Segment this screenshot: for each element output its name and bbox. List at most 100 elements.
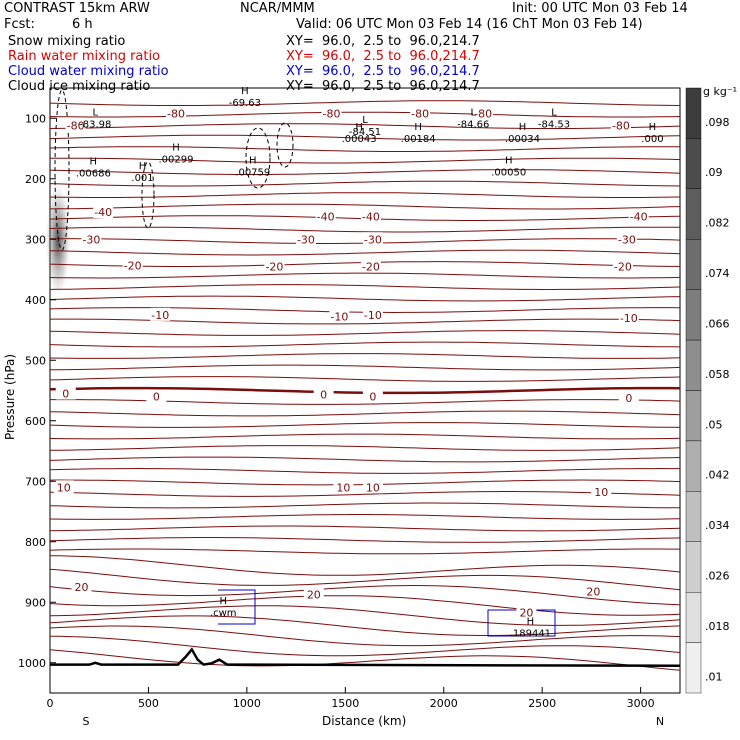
temperature-contour	[49, 456, 681, 463]
extremum-value: .00034	[505, 134, 540, 145]
colorbar-swatch	[685, 390, 702, 442]
model-title: CONTRAST 15km ARW	[4, 1, 150, 16]
contour-label-bg	[150, 307, 171, 321]
extremum-marker: H	[139, 161, 147, 172]
temperature-contour	[49, 548, 680, 555]
contour-label-bg	[360, 209, 381, 223]
colorbar-label: .01	[705, 670, 723, 683]
colorbar-swatch	[685, 592, 702, 643]
temperature-contour	[49, 568, 681, 591]
field-name-cloudwater: Cloud water mixing ratio	[8, 64, 169, 79]
extremum-value: .00043	[342, 134, 377, 145]
contour-label: -30	[364, 233, 382, 246]
temperature-contour	[49, 295, 681, 302]
temperature-contour	[49, 111, 681, 118]
y-tick-label: 500	[25, 354, 46, 367]
cloud-ice-contour	[141, 161, 155, 229]
temperature-contour	[49, 203, 681, 210]
contour-label: -40	[630, 210, 648, 223]
contour-label-bg	[362, 389, 383, 403]
extremum-value: -83.98	[79, 119, 111, 130]
temperature-contour	[49, 134, 681, 141]
contour-label-bg	[618, 310, 639, 324]
cloud-water-contour	[218, 589, 256, 625]
contour-label: 10	[336, 481, 350, 494]
colorbar-swatch	[685, 491, 702, 542]
field-name-cloudice: Cloud ice mixing ratio	[8, 79, 151, 94]
colorbar-label: .09	[705, 166, 723, 179]
contour-label: -80	[67, 120, 85, 133]
extremum-marker: H	[355, 122, 363, 133]
extremum-marker: L	[362, 115, 368, 126]
extremum-value: .001	[131, 173, 153, 184]
extremum-marker: H	[249, 156, 257, 167]
extremum-value: .00299	[159, 154, 194, 165]
x-axis-title: Distance (km)	[322, 714, 406, 728]
colorbar-label: .098	[705, 116, 730, 129]
contour-label: -80	[411, 107, 429, 120]
colorbar-label: .018	[705, 620, 730, 633]
contour-label: -40	[94, 206, 112, 219]
contour-label-bg	[65, 118, 86, 132]
contour-label: 20	[519, 607, 533, 620]
endpoint-label-north: N	[656, 715, 664, 728]
contour-label: 0	[369, 391, 376, 404]
extremum-value: .00050	[491, 168, 526, 179]
temperature-contour	[49, 649, 681, 671]
field-name-snow: Snow mixing ratio	[8, 34, 126, 49]
contour-label: -80	[474, 107, 492, 120]
contour-label: -10	[364, 309, 382, 322]
temperature-contour	[49, 491, 681, 497]
temperature-contour	[49, 169, 681, 175]
contour-label-bg	[122, 258, 143, 272]
temperature-contour	[49, 284, 681, 290]
extremum-value: .00686	[76, 168, 111, 179]
contour-label-bg	[583, 584, 604, 598]
contour-label-bg	[473, 106, 494, 120]
contour-label-bg	[516, 605, 537, 619]
temperature-contour	[50, 157, 681, 164]
temperature-contour	[49, 584, 681, 606]
contour-label-bg	[329, 309, 350, 323]
colorbar-label: .042	[705, 469, 730, 482]
extremum-value: .000	[641, 134, 663, 145]
contour-label: 20	[307, 588, 321, 601]
extremum-marker: H	[505, 156, 513, 167]
extremum-marker: H	[241, 86, 249, 97]
temperature-contour	[49, 445, 681, 451]
x-tick-label: 2000	[430, 697, 458, 710]
colorbar-unit: g kg⁻¹	[703, 85, 737, 98]
contour-label: -20	[362, 260, 380, 273]
contour-label: 10	[366, 481, 380, 494]
contour-label-bg	[410, 106, 431, 120]
temperature-contour	[49, 467, 680, 474]
field-xy-rain: XY= 96.0, 2.5 to 96.0,214.7	[286, 49, 480, 64]
contour-label: 0	[625, 392, 632, 405]
contour-label: -30	[618, 233, 636, 246]
cloud-ice-contour	[54, 89, 70, 251]
y-axis-title: Pressure (hPa)	[3, 354, 17, 440]
temperature-contour	[49, 410, 681, 417]
contour-label-bg	[616, 232, 637, 246]
extremum-value: -84.53	[538, 119, 570, 130]
contour-label-bg	[321, 106, 342, 120]
colorbar-swatch	[685, 239, 702, 290]
extremum-marker: L	[470, 107, 476, 118]
colorbar-label: .034	[705, 519, 730, 532]
temperature-contour	[49, 180, 681, 187]
contour-label: -80	[323, 107, 341, 120]
y-tick-label: 700	[25, 475, 46, 488]
contour-label-bg	[303, 587, 324, 601]
contour-label: -10	[151, 309, 169, 322]
extremum-marker: H	[649, 122, 657, 133]
contour-label: 0	[153, 391, 160, 404]
field-xy-cloudwater: XY= 96.0, 2.5 to 96.0,214.7	[286, 64, 480, 79]
colorbar-label: .058	[705, 368, 730, 381]
temperature-contour	[49, 330, 681, 336]
contour-label-bg	[591, 485, 612, 499]
temperature-contour	[49, 595, 681, 616]
temperature-contour	[49, 605, 681, 626]
temperature-contour	[49, 192, 681, 198]
temperature-contour	[49, 422, 681, 428]
